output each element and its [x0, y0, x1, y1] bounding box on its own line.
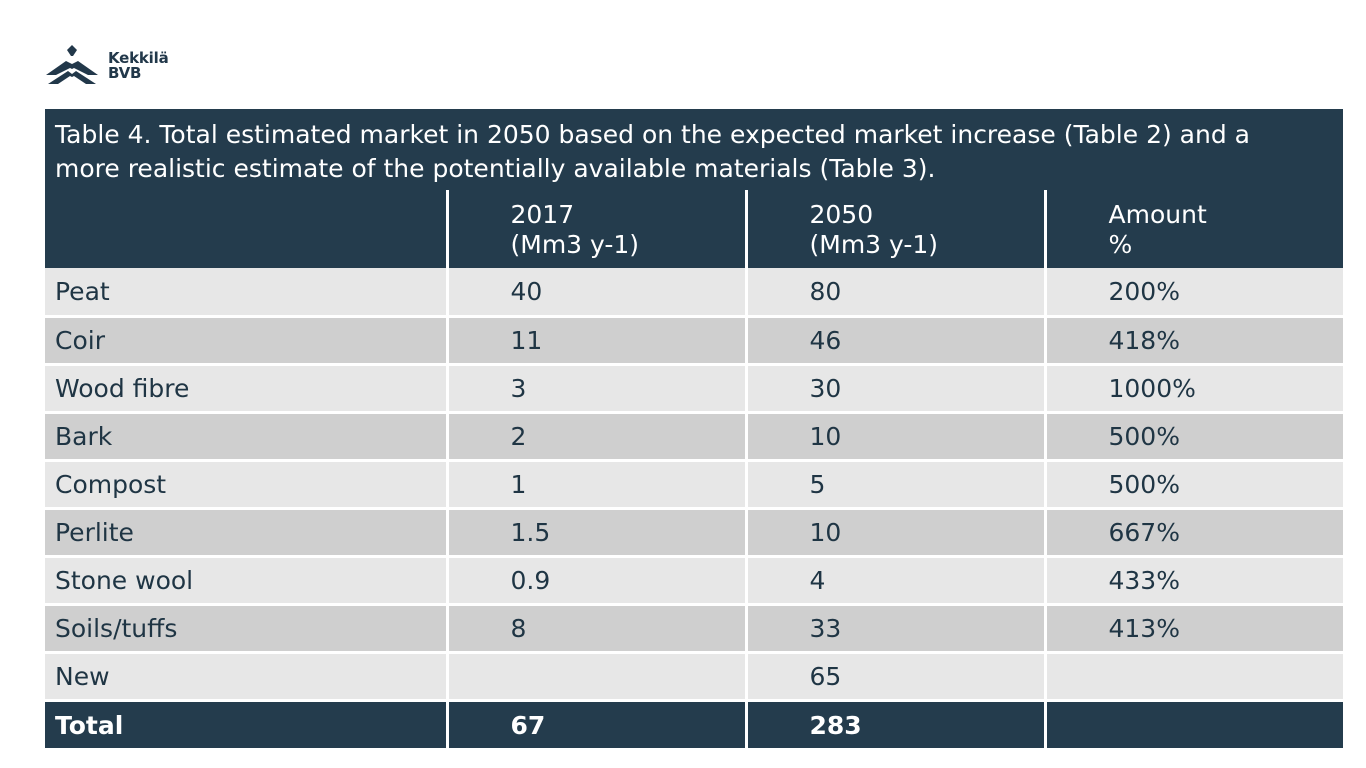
cell-amount: 413%	[1045, 604, 1343, 654]
table-row: Stone wool 0.9 4 433%	[45, 556, 1343, 606]
table-caption: Table 4. Total estimated market in 2050 …	[45, 109, 1343, 190]
cell-amount: 418%	[1045, 316, 1343, 366]
cell-2050: 80	[746, 268, 1047, 318]
cell-amount: 500%	[1045, 412, 1343, 462]
cell-material: Bark	[45, 412, 449, 462]
total-2017: 67	[447, 700, 748, 748]
table-row: Compost 1 5 500%	[45, 460, 1343, 510]
cell-material: Perlite	[45, 508, 449, 558]
header-cell-2050: 2050 (Mm3 y-1)	[746, 190, 1047, 268]
header-amount-label: Amount	[1108, 200, 1207, 229]
cell-2050: 33	[746, 604, 1047, 654]
header-amount-unit: %	[1108, 230, 1133, 259]
total-label: Total	[45, 700, 449, 748]
cell-2050: 30	[746, 364, 1047, 414]
cell-amount	[1045, 652, 1343, 702]
caption-line-2: more realistic estimate of the potential…	[55, 154, 936, 183]
cell-amount: 1000%	[1045, 364, 1343, 414]
total-2050: 283	[746, 700, 1047, 748]
logo-name: Kekkilä	[108, 49, 169, 67]
cell-material: Peat	[45, 268, 449, 318]
cell-2050: 10	[746, 508, 1047, 558]
table-row: Soils/tuffs 8 33 413%	[45, 604, 1343, 654]
data-table: 2017 (Mm3 y-1) 2050 (Mm3 y-1) Amount % P…	[45, 190, 1343, 748]
cell-amount: 433%	[1045, 556, 1343, 606]
cell-2050: 46	[746, 316, 1047, 366]
cell-2017: 1.5	[447, 508, 748, 558]
cell-2050: 65	[746, 652, 1047, 702]
caption-line-1: Table 4. Total estimated market in 2050 …	[55, 120, 1250, 149]
cell-material: Soils/tuffs	[45, 604, 449, 654]
header-row: 2017 (Mm3 y-1) 2050 (Mm3 y-1) Amount %	[45, 190, 1343, 268]
cell-2050: 10	[746, 412, 1047, 462]
total-row: Total 67 283	[45, 700, 1343, 748]
cell-material: New	[45, 652, 449, 702]
table-row: Wood fibre 3 30 1000%	[45, 364, 1343, 414]
cell-2017: 40	[447, 268, 748, 318]
cell-amount: 667%	[1045, 508, 1343, 558]
header-2050-unit: (Mm3 y-1)	[809, 230, 939, 259]
header-2017-unit: (Mm3 y-1)	[510, 230, 640, 259]
cell-2017: 1	[447, 460, 748, 510]
table-row: Bark 2 10 500%	[45, 412, 1343, 462]
table-row: Peat 40 80 200%	[45, 268, 1343, 318]
logo-subname: BVB	[108, 64, 142, 82]
cell-2017: 11	[447, 316, 748, 366]
cell-2050: 5	[746, 460, 1047, 510]
header-cell-amount: Amount %	[1045, 190, 1343, 268]
header-2050-year: 2050	[809, 200, 874, 229]
cell-material: Compost	[45, 460, 449, 510]
cell-2050: 4	[746, 556, 1047, 606]
header-cell-material	[45, 190, 449, 268]
total-amount	[1045, 700, 1343, 748]
cell-material: Stone wool	[45, 556, 449, 606]
cell-2017	[447, 652, 748, 702]
header-2017-year: 2017	[510, 200, 575, 229]
cell-2017: 3	[447, 364, 748, 414]
table-row: Coir 11 46 418%	[45, 316, 1343, 366]
logo-text: Kekkilä BVB	[108, 51, 169, 81]
table-row: New 65	[45, 652, 1343, 702]
cell-2017: 0.9	[447, 556, 748, 606]
market-table: Table 4. Total estimated market in 2050 …	[45, 109, 1343, 748]
cell-2017: 2	[447, 412, 748, 462]
cell-material: Coir	[45, 316, 449, 366]
cell-amount: 500%	[1045, 460, 1343, 510]
cell-material: Wood fibre	[45, 364, 449, 414]
company-logo: Kekkilä BVB	[44, 44, 194, 88]
table-row: Perlite 1.5 10 667%	[45, 508, 1343, 558]
header-cell-2017: 2017 (Mm3 y-1)	[447, 190, 748, 268]
kekkila-bvb-logo-icon	[46, 45, 98, 84]
cell-2017: 8	[447, 604, 748, 654]
cell-amount: 200%	[1045, 268, 1343, 318]
